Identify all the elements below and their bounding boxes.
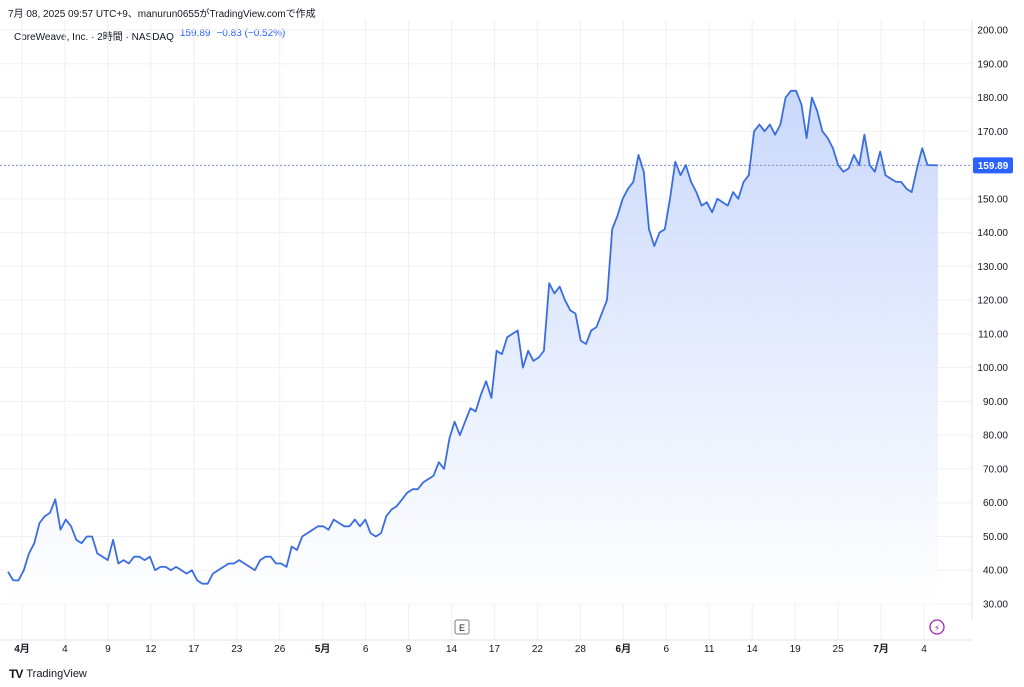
price-change-value: −0.83 (−0.52%) — [216, 28, 286, 39]
time-tick-label: 6 — [664, 644, 670, 655]
price-tick-label: 180.00 — [977, 93, 1008, 104]
time-tick-label: 4 — [921, 644, 927, 655]
time-tick-label: 4 — [62, 644, 68, 655]
time-tick-label: 9 — [406, 644, 412, 655]
time-tick-label: 23 — [231, 644, 243, 655]
lightning-event-icon[interactable]: ⚡ — [929, 619, 945, 635]
time-tick-label: 14 — [747, 644, 759, 655]
tradingview-name: TradingView — [26, 668, 87, 680]
time-tick-label: 25 — [833, 644, 845, 655]
time-tick-label: 7月 — [873, 643, 889, 655]
time-tick-label: 26 — [274, 644, 286, 655]
chart-attribution: 7月 08, 2025 09:57 UTC+9、manurun0655がTrad… — [8, 9, 316, 20]
price-tick-label: 140.00 — [977, 228, 1008, 239]
time-tick-label: 22 — [532, 644, 544, 655]
time-tick-label: 11 — [704, 644, 715, 655]
price-tick-label: 120.00 — [977, 296, 1008, 307]
time-tick-label: 6月 — [616, 643, 632, 655]
price-tick-label: 50.00 — [983, 532, 1008, 543]
time-tick-label: 19 — [790, 644, 802, 655]
price-tick-label: 110.00 — [978, 329, 1008, 340]
tradingview-brand[interactable]: TV TradingView — [9, 667, 87, 681]
price-tick-label: 190.00 — [977, 59, 1008, 70]
time-axis[interactable]: 4月 4 9 12 17 23 26 5月 6 9 14 17 22 28 6月 6 11 14 19 25 7月 4 — [14, 643, 927, 655]
price-area-fill — [8, 90, 938, 605]
time-tick-label: 28 — [575, 644, 587, 655]
time-tick-label: 6 — [363, 644, 369, 655]
price-tick-label: 40.00 — [983, 566, 1008, 577]
time-tick-label: 17 — [489, 644, 501, 655]
last-price-tag: 159.89 — [973, 157, 1013, 174]
price-tick-label: 90.00 — [983, 397, 1008, 408]
last-price-tag-text: 159.89 — [978, 161, 1009, 172]
tradingview-logo-icon: TV — [9, 667, 23, 681]
last-price-value: 159.89 — [179, 28, 211, 39]
time-tick-label: 14 — [446, 644, 458, 655]
earnings-marker[interactable]: E — [454, 619, 470, 635]
time-tick-label: 5月 — [315, 643, 331, 655]
price-tick-label: 170.00 — [977, 127, 1008, 138]
symbol-legend: CoreWeave, Inc. · 2時間 · NASDAQ 159.89 −0… — [14, 28, 285, 43]
price-tick-label: 80.00 — [983, 431, 1008, 442]
price-tick-label: 150.00 — [977, 194, 1008, 205]
price-tick-label: 30.00 — [983, 600, 1008, 611]
earnings-marker-label: E — [459, 623, 465, 633]
time-tick-label: 9 — [105, 644, 111, 655]
price-tick-label: 200.00 — [977, 26, 1008, 37]
lightning-glyph: ⚡ — [934, 623, 940, 633]
price-tick-label: 70.00 — [983, 464, 1008, 475]
price-axis[interactable]: 200.00190.00180.00170.00160.00150.00140.… — [977, 26, 1008, 611]
price-tick-label: 130.00 — [977, 262, 1008, 273]
time-tick-label: 4月 — [14, 643, 30, 655]
time-tick-label: 17 — [188, 644, 200, 655]
price-tick-label: 60.00 — [983, 498, 1008, 509]
time-tick-label: 12 — [145, 644, 157, 655]
price-tick-label: 100.00 — [977, 363, 1008, 374]
price-line[interactable] — [7, 89, 939, 585]
symbol-name[interactable]: CoreWeave, Inc. · 2時間 · NASDAQ — [14, 32, 174, 43]
